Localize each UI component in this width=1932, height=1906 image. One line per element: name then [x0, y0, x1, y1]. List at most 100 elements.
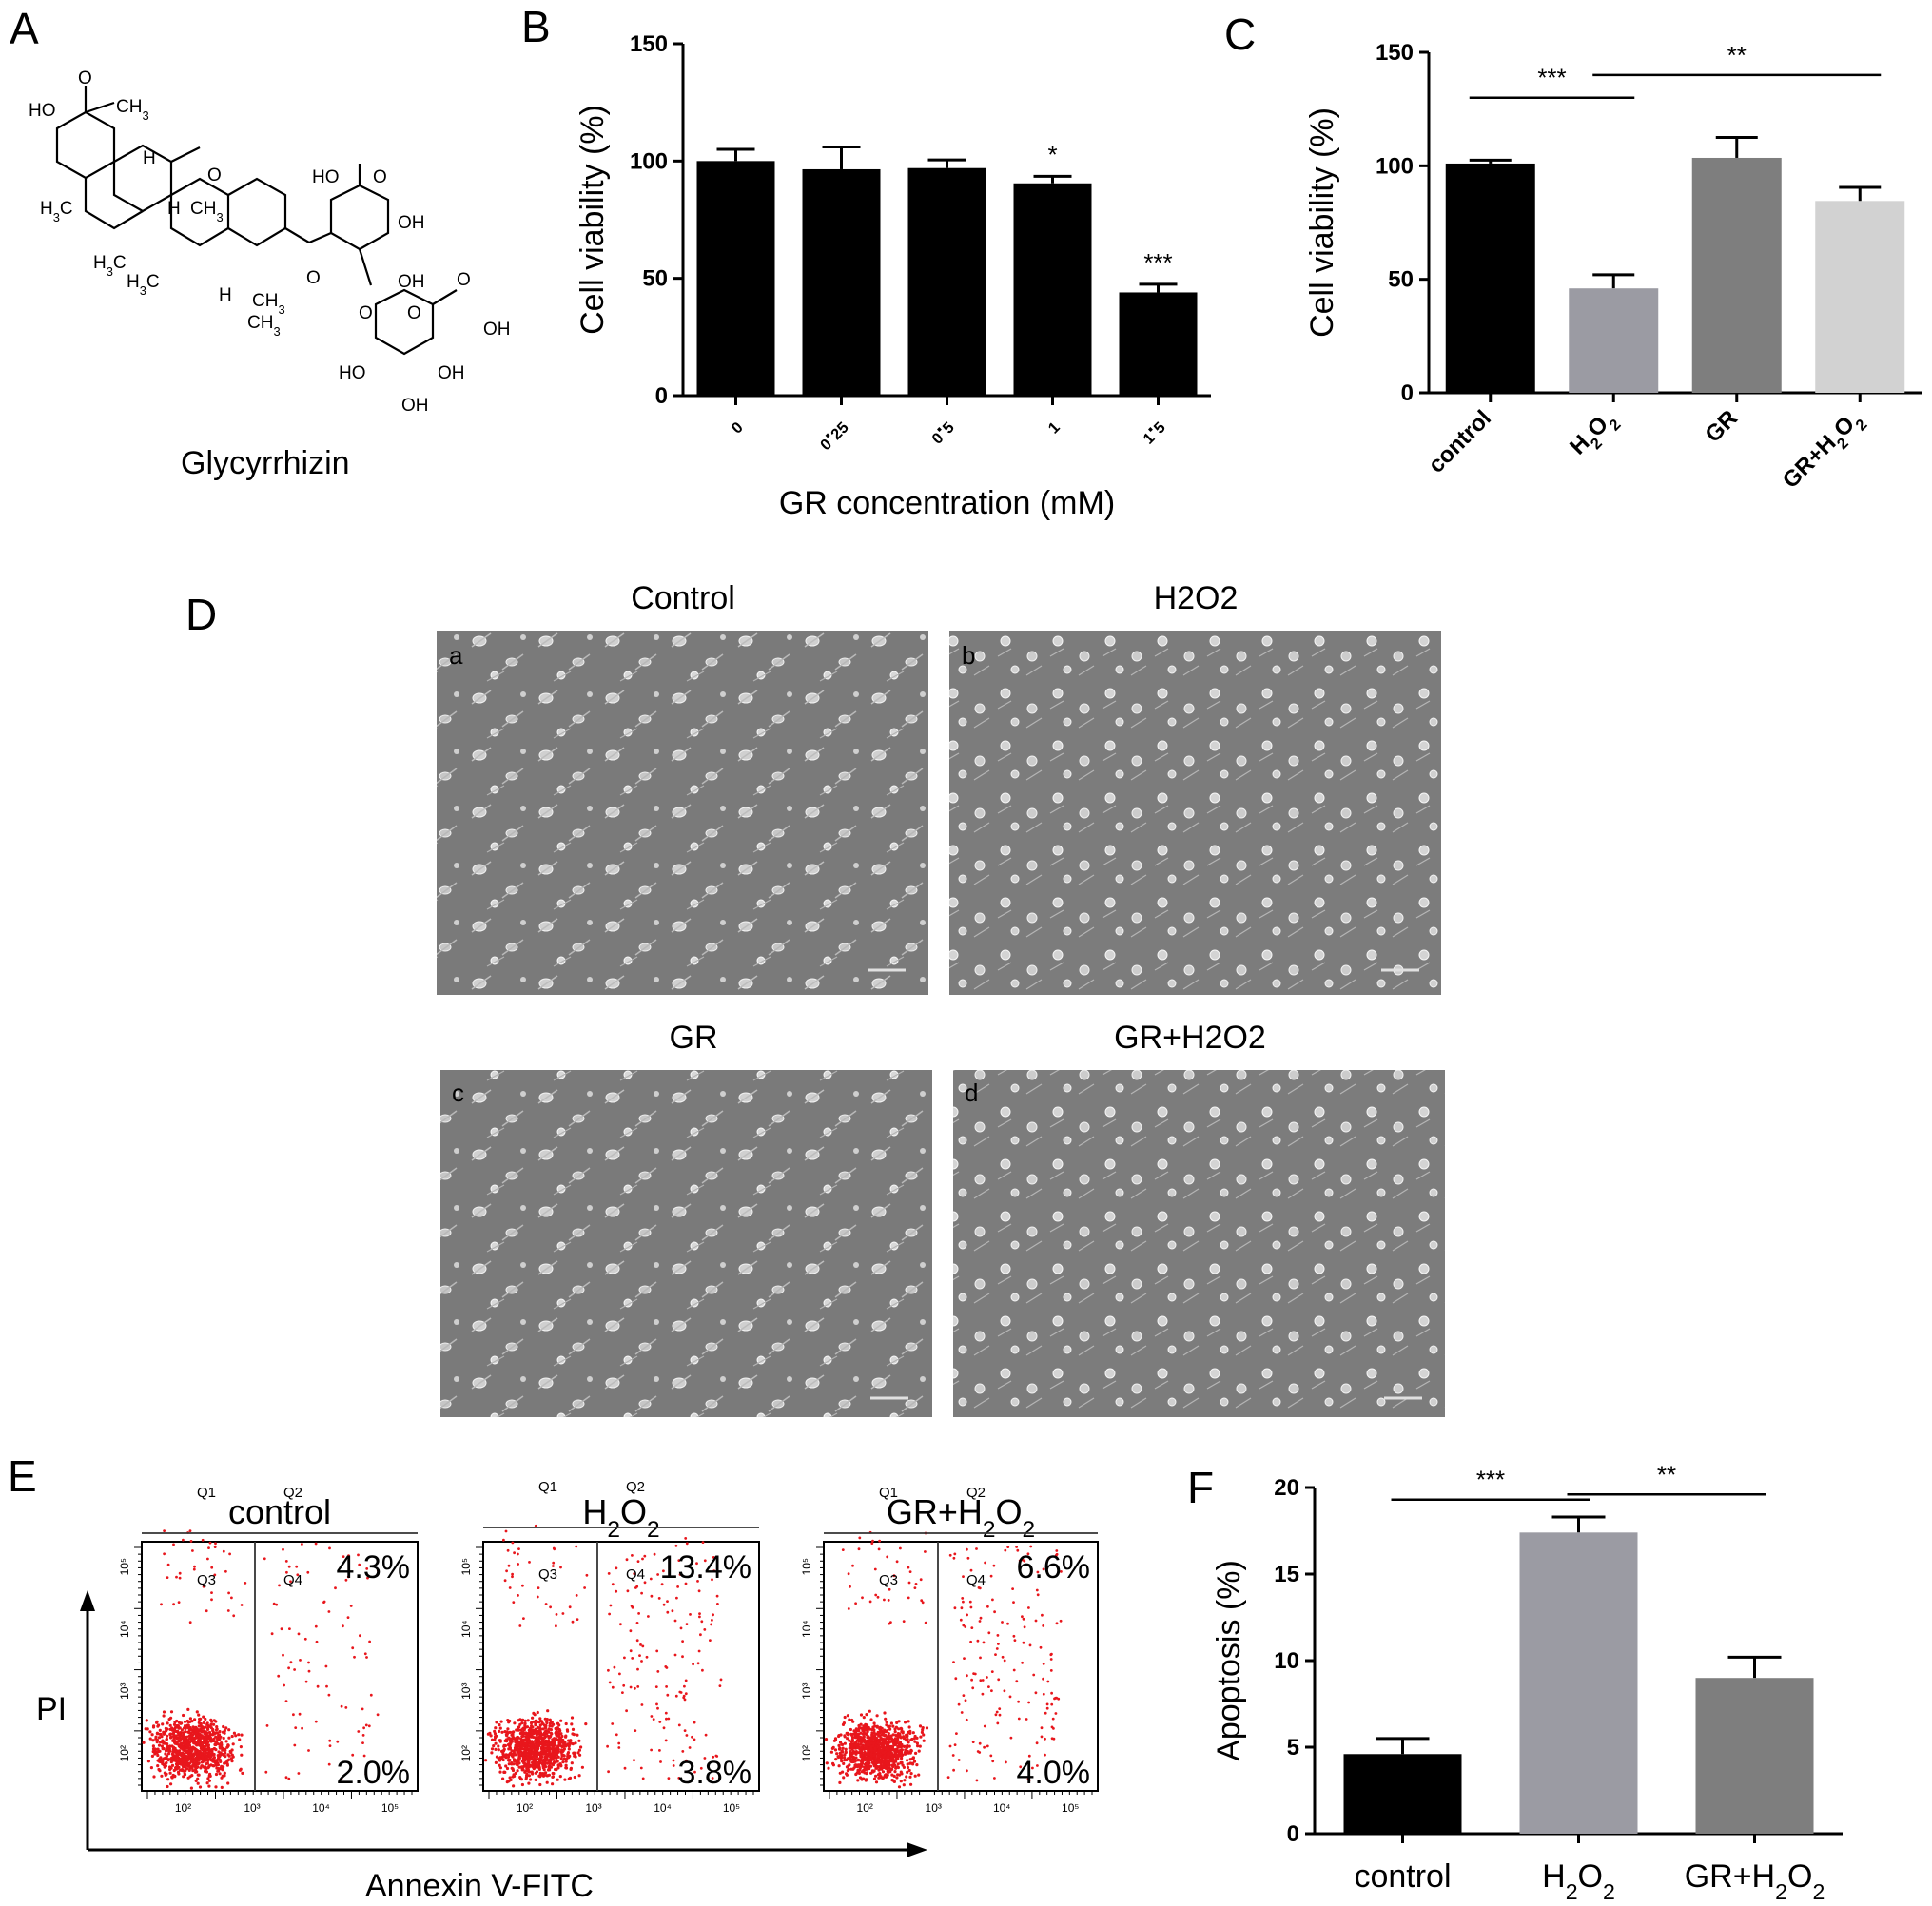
flow-dot	[539, 1745, 544, 1749]
flow-dot	[986, 1676, 988, 1679]
flow-dot	[869, 1752, 873, 1756]
chart-c-comparison-label: ***	[1537, 64, 1566, 92]
flow-dot	[498, 1766, 503, 1770]
flow-dot	[556, 1749, 559, 1754]
flow-dot	[521, 1756, 526, 1760]
flow-dot	[142, 1741, 146, 1744]
atom-label: H	[219, 285, 232, 305]
flow-dot	[906, 1770, 909, 1774]
flow-dot	[896, 1762, 900, 1766]
flow-dot	[497, 1744, 500, 1748]
flow-dot	[857, 1770, 861, 1774]
flow-dot	[872, 1721, 876, 1725]
micrograph-gr	[440, 1070, 932, 1417]
flow-dot	[284, 1776, 288, 1780]
flow-dot	[993, 1777, 996, 1780]
flow-dot	[289, 1580, 292, 1584]
flow-dot	[522, 1743, 526, 1747]
flow-dot	[854, 1602, 857, 1605]
flow-dot	[892, 1760, 896, 1763]
flow-dot	[678, 1573, 682, 1576]
flow-dot	[971, 1741, 975, 1743]
flow-dot	[878, 1764, 882, 1769]
flow-dot	[376, 1713, 380, 1717]
flow-dot	[878, 1772, 882, 1776]
flow-dot	[543, 1736, 547, 1740]
panel-c-label: C	[1224, 10, 1256, 59]
flow-dot	[364, 1723, 368, 1727]
flow-dot	[557, 1723, 561, 1727]
flow-dot	[566, 1752, 570, 1756]
flow-dot	[198, 1785, 203, 1789]
flow-dot	[1057, 1697, 1061, 1701]
flow-dot	[346, 1616, 350, 1619]
flow-dot	[561, 1612, 565, 1615]
flow-dot	[512, 1601, 516, 1604]
flow-dot	[187, 1743, 192, 1747]
flow-dot	[551, 1782, 555, 1786]
atom-label: CH3	[252, 291, 285, 317]
flow-dot	[973, 1672, 977, 1676]
flow-dot	[684, 1537, 688, 1540]
flow-dot	[955, 1732, 958, 1735]
flow-dot	[851, 1564, 854, 1567]
flow-dot	[840, 1742, 844, 1746]
flow-dot	[549, 1728, 554, 1732]
flow-dot	[992, 1564, 996, 1567]
flow-dot	[160, 1735, 164, 1739]
flow-dot	[560, 1741, 564, 1744]
flow-dot	[206, 1777, 210, 1780]
flow-dot	[179, 1721, 183, 1725]
flow-dot	[183, 1726, 186, 1730]
flow-dot	[150, 1754, 154, 1758]
flow-dot	[176, 1729, 180, 1733]
flow-dot	[859, 1713, 864, 1717]
flow-dot	[1035, 1588, 1039, 1592]
flow-dot	[696, 1662, 700, 1665]
flow-dot	[611, 1685, 615, 1689]
flow-dot	[541, 1752, 545, 1756]
flow-dot	[854, 1727, 858, 1731]
flow-dot	[519, 1737, 523, 1741]
flow-dot	[505, 1738, 509, 1741]
flow-dot	[906, 1765, 910, 1770]
flow-dot	[211, 1739, 215, 1743]
flow-dot	[193, 1718, 197, 1721]
flow-dot	[607, 1668, 610, 1672]
flow-y-tick-label: 10³	[118, 1683, 131, 1700]
flow-plot-title: control	[228, 1492, 331, 1531]
flow-dot	[156, 1764, 160, 1768]
flow-dot	[534, 1763, 538, 1767]
flow-dot	[172, 1603, 176, 1606]
flow-dot	[856, 1734, 860, 1738]
flow-dot	[524, 1777, 528, 1781]
flow-dot	[504, 1764, 508, 1768]
flow-dot	[168, 1771, 172, 1775]
flow-dot	[888, 1724, 892, 1728]
chart-c-bar	[1691, 157, 1782, 393]
flow-dot	[878, 1752, 883, 1756]
flow-dot	[656, 1706, 659, 1710]
flow-dot	[908, 1731, 912, 1735]
flow-dot	[636, 1560, 640, 1563]
chart-b-y-tick-label: 150	[630, 31, 668, 57]
flow-dot	[981, 1679, 985, 1682]
flow-dot	[894, 1748, 898, 1752]
flow-dot	[1050, 1737, 1054, 1741]
flow-dot	[906, 1749, 909, 1753]
flow-dot	[544, 1757, 548, 1760]
flow-dot	[164, 1726, 167, 1730]
flow-quadrant-name: Q3	[879, 1572, 898, 1588]
flow-dot	[195, 1710, 199, 1714]
flow-dot	[868, 1600, 872, 1604]
flow-dot	[1046, 1680, 1050, 1683]
flow-dot	[1034, 1691, 1038, 1695]
flow-dot	[369, 1693, 373, 1697]
flow-dot	[918, 1744, 922, 1748]
flow-dot	[978, 1586, 982, 1590]
flow-dot	[860, 1745, 864, 1750]
atom-label: H3C	[127, 272, 160, 298]
flow-dot	[225, 1760, 229, 1764]
flow-dot	[677, 1723, 681, 1727]
